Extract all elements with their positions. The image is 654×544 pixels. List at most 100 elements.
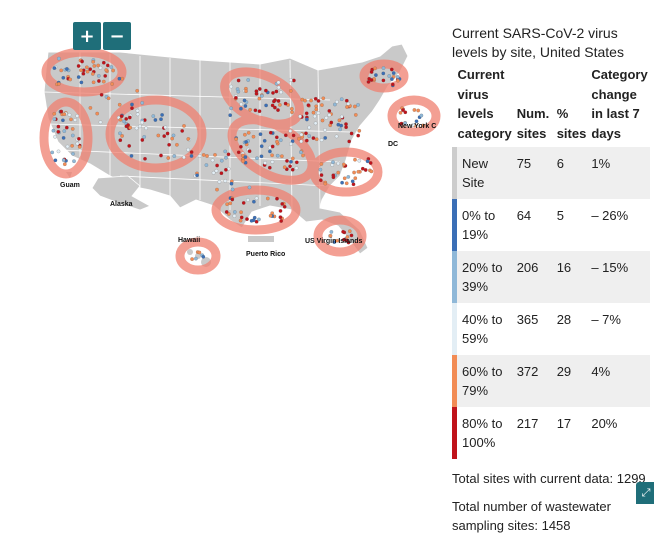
site-marker[interactable] — [246, 78, 251, 82]
site-marker[interactable] — [340, 180, 344, 185]
site-marker[interactable] — [398, 111, 403, 115]
site-marker[interactable] — [162, 134, 167, 138]
site-marker[interactable] — [329, 120, 334, 125]
site-marker[interactable] — [288, 78, 293, 82]
site-marker[interactable] — [403, 121, 408, 125]
site-marker[interactable] — [72, 159, 76, 164]
site-marker[interactable] — [335, 238, 340, 243]
site-marker[interactable] — [336, 170, 341, 175]
site-marker[interactable] — [331, 175, 336, 180]
site-marker[interactable] — [270, 160, 275, 164]
site-marker[interactable] — [289, 142, 293, 146]
site-marker[interactable] — [316, 111, 321, 115]
site-marker[interactable] — [230, 197, 235, 202]
site-marker[interactable] — [349, 131, 354, 136]
site-marker[interactable] — [357, 158, 362, 163]
site-marker[interactable] — [288, 89, 293, 93]
site-marker[interactable] — [61, 76, 66, 80]
site-marker[interactable] — [128, 115, 132, 120]
site-marker[interactable] — [210, 158, 215, 163]
site-marker[interactable] — [88, 67, 93, 72]
site-marker[interactable] — [346, 175, 351, 179]
site-marker[interactable] — [390, 82, 395, 87]
site-marker[interactable] — [156, 133, 161, 138]
site-marker[interactable] — [186, 137, 191, 141]
site-marker[interactable] — [234, 96, 238, 100]
site-marker[interactable] — [98, 66, 103, 70]
site-marker[interactable] — [356, 170, 361, 174]
site-marker[interactable] — [360, 166, 365, 171]
site-marker[interactable] — [166, 156, 171, 160]
site-marker[interactable] — [282, 165, 287, 170]
site-marker[interactable] — [165, 131, 170, 136]
site-marker[interactable] — [357, 129, 362, 133]
site-marker[interactable] — [273, 105, 277, 110]
site-marker[interactable] — [401, 108, 405, 112]
site-marker[interactable] — [299, 132, 304, 137]
site-marker[interactable] — [65, 125, 69, 130]
site-marker[interactable] — [76, 75, 81, 79]
site-marker[interactable] — [243, 104, 248, 108]
site-marker[interactable] — [327, 109, 332, 113]
site-marker[interactable] — [323, 128, 327, 132]
site-marker[interactable] — [56, 149, 61, 154]
site-marker[interactable] — [244, 140, 248, 144]
site-marker[interactable] — [201, 254, 206, 259]
site-marker[interactable] — [128, 125, 133, 130]
site-marker[interactable] — [353, 176, 358, 181]
site-marker[interactable] — [278, 209, 283, 213]
site-marker[interactable] — [297, 136, 301, 141]
site-marker[interactable] — [313, 121, 318, 126]
site-marker[interactable] — [342, 176, 347, 181]
site-marker[interactable] — [232, 214, 237, 218]
site-marker[interactable] — [215, 163, 219, 168]
site-marker[interactable] — [189, 154, 194, 158]
site-marker[interactable] — [258, 132, 263, 137]
site-marker[interactable] — [75, 114, 80, 118]
site-marker[interactable] — [263, 161, 267, 165]
site-marker[interactable] — [391, 71, 396, 75]
site-marker[interactable] — [381, 71, 386, 76]
site-marker[interactable] — [416, 108, 421, 113]
site-marker[interactable] — [349, 233, 354, 238]
site-marker[interactable] — [99, 93, 104, 97]
site-marker[interactable] — [241, 201, 246, 205]
site-marker[interactable] — [246, 198, 250, 202]
site-marker[interactable] — [395, 75, 400, 79]
site-marker[interactable] — [228, 113, 233, 118]
site-marker[interactable] — [70, 127, 75, 131]
site-marker[interactable] — [304, 138, 309, 143]
site-marker[interactable] — [270, 103, 275, 108]
site-marker[interactable] — [257, 96, 262, 101]
site-marker[interactable] — [344, 181, 349, 186]
site-marker[interactable] — [80, 59, 84, 64]
site-marker[interactable] — [118, 138, 123, 143]
site-marker[interactable] — [247, 149, 252, 154]
site-marker[interactable] — [346, 102, 351, 106]
site-marker[interactable] — [126, 123, 130, 127]
site-marker[interactable] — [88, 106, 93, 110]
site-marker[interactable] — [320, 103, 324, 107]
site-marker[interactable] — [268, 214, 273, 218]
site-marker[interactable] — [71, 152, 75, 156]
site-marker[interactable] — [246, 131, 251, 135]
site-marker[interactable] — [265, 196, 270, 201]
site-marker[interactable] — [61, 136, 66, 140]
site-marker[interactable] — [288, 129, 293, 133]
site-marker[interactable] — [344, 238, 349, 243]
site-marker[interactable] — [135, 108, 140, 113]
site-marker[interactable] — [175, 143, 179, 147]
site-marker[interactable] — [353, 104, 357, 109]
site-marker[interactable] — [276, 80, 281, 85]
site-marker[interactable] — [278, 215, 283, 220]
site-marker[interactable] — [224, 210, 229, 214]
site-marker[interactable] — [289, 107, 294, 111]
site-marker[interactable] — [57, 56, 61, 61]
site-marker[interactable] — [304, 111, 309, 116]
site-marker[interactable] — [320, 118, 325, 123]
site-marker[interactable] — [254, 196, 259, 201]
site-marker[interactable] — [328, 234, 333, 238]
site-marker[interactable] — [412, 108, 417, 112]
site-marker[interactable] — [356, 103, 360, 107]
site-marker[interactable] — [102, 60, 106, 65]
